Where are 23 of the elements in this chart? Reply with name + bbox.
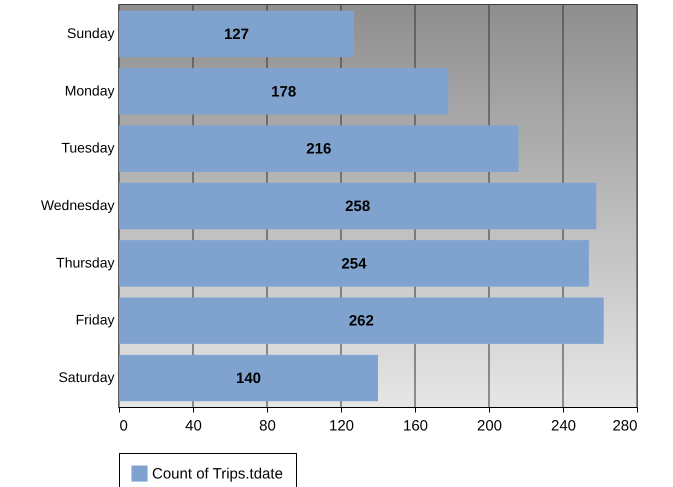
data-label: 254 (341, 255, 368, 272)
x-tick-label: 80 (259, 418, 276, 434)
y-tick-label: Saturday (58, 369, 114, 386)
x-tick-label: 200 (476, 418, 502, 434)
x-tick-label: 240 (550, 418, 576, 434)
data-label: 262 (348, 312, 374, 330)
y-tick-label: Tuesday (61, 140, 114, 156)
x-tick-label: 120 (328, 418, 354, 434)
y-tick-label: Thursday (56, 254, 114, 270)
data-label: 258 (345, 198, 370, 215)
y-tick-label: Friday (76, 312, 114, 328)
data-label: 140 (236, 370, 262, 388)
y-tick-label: Wednesday (40, 197, 114, 213)
x-tick-label: 160 (402, 418, 428, 434)
data-label: 216 (306, 140, 332, 158)
data-label: 178 (271, 83, 296, 100)
data-label: 127 (224, 26, 249, 43)
y-tick-label: Monday (64, 82, 114, 98)
x-tick-label: 280 (612, 418, 638, 434)
x-tick-label: 40 (185, 418, 202, 434)
legend-label: Count of Trips.tdate (152, 466, 283, 482)
x-tick-label: 0 (120, 418, 128, 434)
y-tick-label: Sunday (67, 24, 114, 41)
